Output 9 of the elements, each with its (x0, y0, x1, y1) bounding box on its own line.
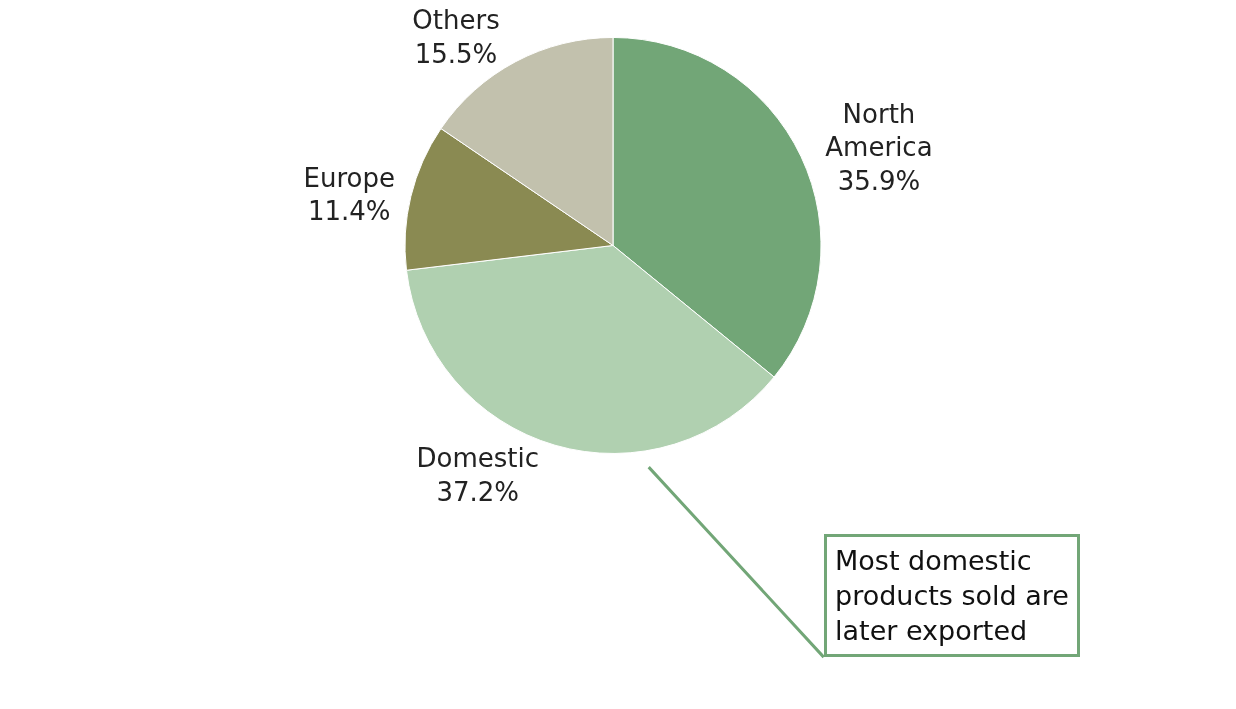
data-label: 35.9% (837, 166, 921, 197)
slice-label: North America (825, 98, 933, 163)
text: Most domestic products sold are later exported (835, 545, 1069, 647)
data-label: 15.5% (414, 38, 498, 69)
slice-label: Others (412, 4, 500, 35)
data-label: 37.2% (436, 476, 520, 507)
slice-label: Domestic (416, 442, 540, 473)
slice-label: Europe (303, 162, 395, 193)
data-label: 11.4% (307, 196, 391, 227)
